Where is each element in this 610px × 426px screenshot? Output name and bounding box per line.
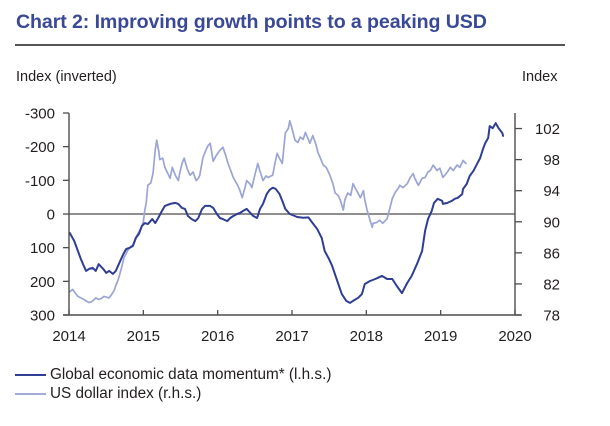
x-axis-tick-label: 2020 (498, 328, 531, 345)
left-axis-tick-label: 200 (30, 274, 55, 291)
legend-swatch-usd-index (15, 392, 46, 395)
left-axis-tick-label: 100 (30, 240, 55, 257)
legend-item-global-momentum: Global economic data momentum* (l.h.s.) (15, 366, 331, 385)
legend-swatch-global-momentum (15, 374, 46, 377)
left-axis-tick-label: 300 (30, 308, 55, 325)
left-axis-title: Index (inverted) (16, 69, 117, 85)
chart-title: Chart 2: Improving growth points to a pe… (16, 11, 487, 33)
right-axis-tick-label: 78 (543, 308, 560, 325)
x-axis-tick-label: 2018 (350, 328, 383, 345)
right-axis-tick-label: 102 (535, 121, 560, 138)
legend-label-usd-index: US dollar index (r.h.s.) (50, 384, 202, 402)
x-axis-tick-label: 2016 (201, 328, 234, 345)
title-divider (15, 44, 565, 46)
legend-item-usd-index: US dollar index (r.h.s.) (15, 385, 331, 404)
x-axis-tick-label: 2014 (52, 328, 85, 345)
left-axis-tick-label: -300 (25, 106, 55, 123)
x-axis-tick-label: 2019 (424, 328, 457, 345)
right-axis-tick-label: 94 (543, 183, 560, 200)
right-axis-tick-label: 98 (543, 152, 560, 169)
right-axis-tick-label: 82 (543, 276, 560, 293)
legend-label-global-momentum: Global economic data momentum* (l.h.s.) (50, 366, 332, 384)
right-axis-title: Index (522, 69, 558, 85)
right-axis-tick-label: 86 (543, 245, 560, 262)
x-axis-tick-label: 2017 (275, 328, 308, 345)
left-axis-tick-label: 0 (47, 207, 55, 224)
series-line-global-momentum (68, 122, 505, 304)
right-axis-tick-label: 90 (543, 214, 560, 231)
legend: Global economic data momentum* (l.h.s.) … (15, 366, 331, 403)
left-axis-tick-label: -200 (25, 139, 55, 156)
x-axis-tick-label: 2015 (127, 328, 160, 345)
series-line-usd-index (68, 119, 467, 304)
left-axis-tick-label: -100 (25, 173, 55, 190)
